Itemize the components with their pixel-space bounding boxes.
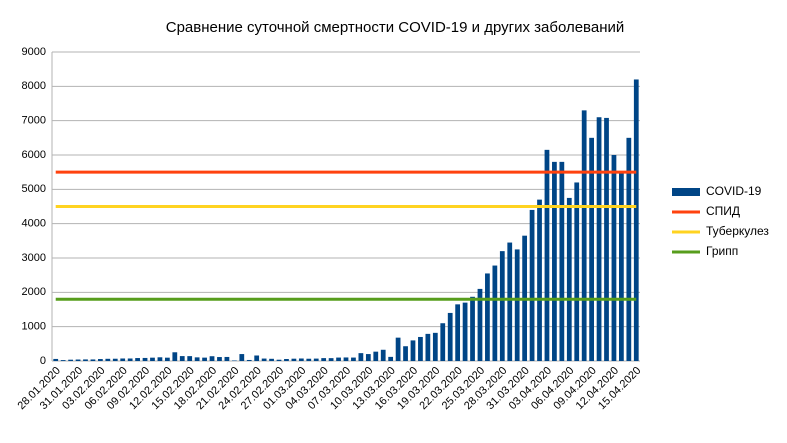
bar (343, 357, 349, 361)
bar (418, 336, 423, 361)
bar (239, 354, 245, 361)
bar (552, 161, 557, 361)
bar (604, 117, 609, 361)
bar (440, 323, 446, 361)
bar (626, 137, 632, 361)
bar (150, 357, 155, 361)
bar (455, 304, 461, 361)
bar (470, 296, 475, 361)
bar (321, 358, 327, 361)
bar (529, 209, 535, 361)
bar (68, 359, 73, 361)
bar (485, 273, 490, 361)
bar (97, 359, 103, 361)
bar (120, 358, 126, 361)
bar (75, 359, 81, 361)
bar (172, 352, 178, 361)
bar (403, 346, 408, 361)
bar (351, 357, 356, 361)
legend-label: COVID-19 (706, 184, 762, 198)
bar (566, 197, 572, 361)
bar (544, 149, 550, 361)
y-tick-label: 5000 (22, 183, 46, 195)
bar (313, 358, 319, 361)
legend-swatch (672, 188, 700, 196)
bar (298, 358, 304, 361)
y-tick-label: 3000 (22, 252, 46, 264)
legend-label: СПИД (706, 204, 740, 218)
bar (127, 358, 133, 361)
bar (135, 358, 140, 361)
bar (499, 251, 505, 361)
bar (261, 358, 267, 361)
bar (336, 357, 341, 361)
bar (105, 358, 111, 361)
y-tick-label: 7000 (22, 115, 46, 127)
legend-label: Туберкулез (706, 224, 769, 238)
y-tick-label: 8000 (22, 80, 46, 92)
bar (589, 137, 595, 361)
bar (358, 353, 364, 361)
bar (380, 349, 386, 361)
bar (306, 358, 312, 361)
bar (410, 340, 416, 361)
bar (90, 359, 96, 361)
bar (164, 357, 170, 361)
legend-label: Грипп (706, 244, 738, 258)
bar (246, 359, 252, 361)
bar (254, 355, 260, 361)
bar (83, 359, 88, 361)
bar (224, 356, 230, 361)
bar (202, 357, 207, 361)
bar (60, 360, 66, 361)
bar (596, 117, 602, 361)
bar (425, 333, 431, 361)
y-tick-label: 0 (40, 355, 46, 367)
bar (284, 359, 289, 361)
bar (581, 110, 587, 361)
chart-title: Сравнение суточной смертности COVID-19 и… (166, 19, 625, 36)
bar (194, 357, 200, 361)
bar (179, 356, 185, 361)
bar (619, 172, 624, 361)
bar (142, 357, 148, 361)
bar (112, 358, 118, 361)
bar (477, 288, 483, 361)
bar (462, 302, 468, 361)
bar (633, 79, 639, 361)
bar (328, 358, 334, 361)
bar (492, 265, 498, 361)
bar (432, 332, 438, 361)
bar (365, 354, 371, 361)
bar (53, 358, 59, 361)
y-tick-label: 9000 (22, 46, 46, 58)
bar (537, 199, 542, 361)
bar (388, 356, 394, 361)
y-tick-label: 6000 (22, 149, 46, 161)
bar (559, 161, 565, 361)
bar (291, 358, 297, 361)
bar (231, 360, 237, 361)
bar (507, 242, 513, 361)
bar (217, 357, 222, 361)
bar (187, 356, 193, 361)
bar (373, 351, 379, 361)
y-tick-label: 2000 (22, 286, 46, 298)
bar (611, 155, 617, 361)
y-tick-label: 4000 (22, 218, 46, 230)
bar (157, 357, 163, 361)
y-tick-label: 1000 (22, 321, 46, 333)
bar (447, 312, 453, 361)
bar (209, 356, 215, 361)
bar (574, 182, 580, 361)
bar (395, 337, 401, 361)
bar (269, 358, 274, 361)
bar (276, 359, 282, 361)
bar (514, 249, 520, 361)
